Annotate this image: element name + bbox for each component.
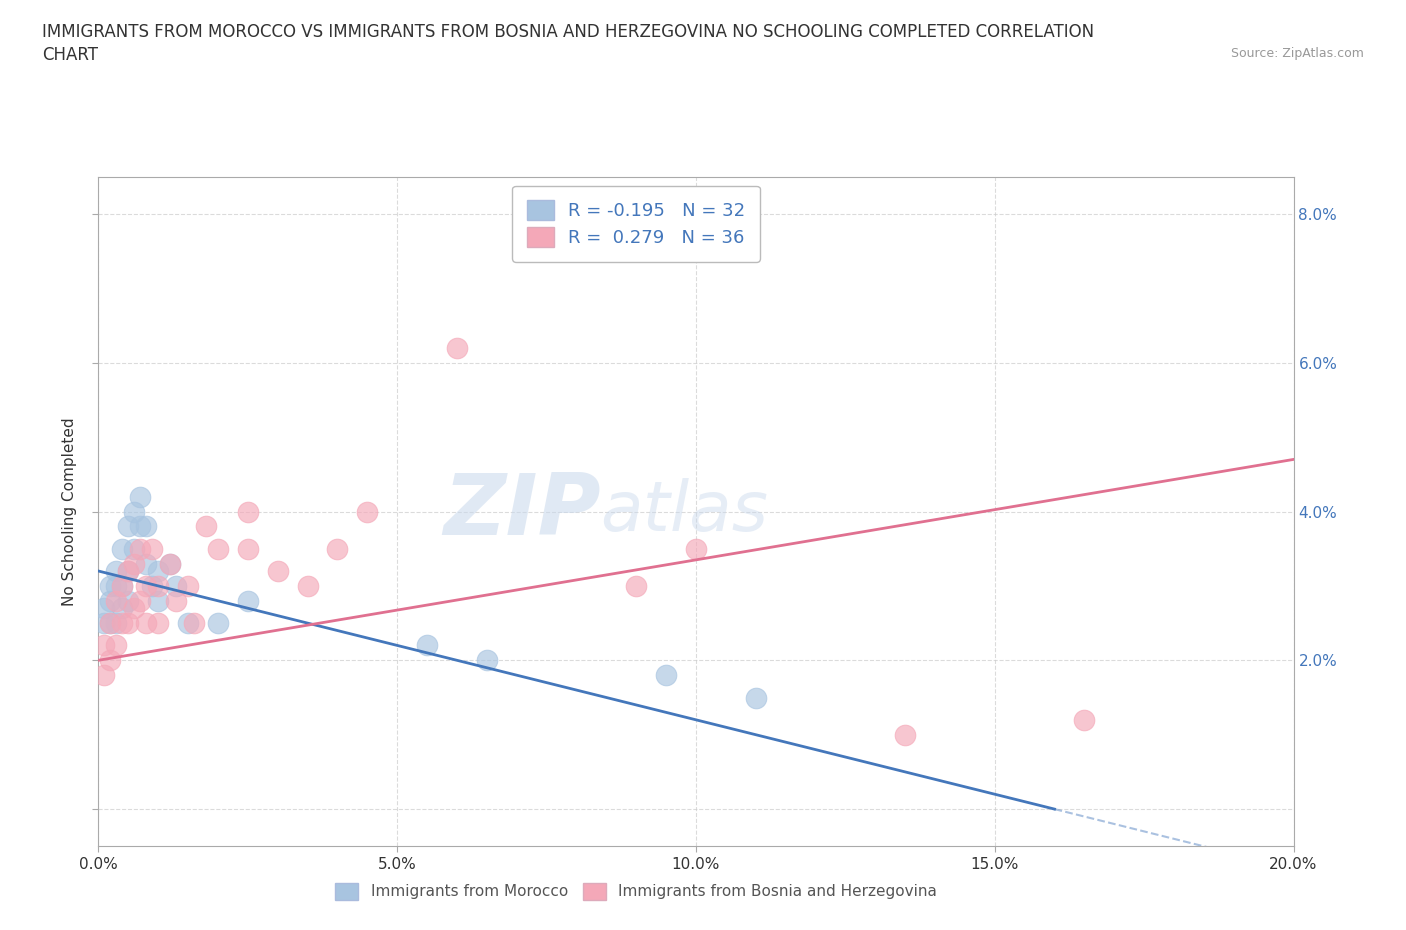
Point [129,489,152,504]
Point [297,578,319,593]
Point [416,638,439,653]
Point [117,519,139,534]
Point [100,578,122,593]
Point [111,541,134,556]
Point [141,541,163,556]
Point [124,541,146,556]
Point [236,593,259,608]
Point [93,668,115,683]
Point [105,593,128,608]
Point [111,601,134,616]
Point [177,578,200,593]
Point [135,616,157,631]
Point [356,504,378,519]
Point [148,578,170,593]
Point [159,556,181,571]
Point [105,578,128,593]
Point [117,564,139,578]
Point [93,616,115,631]
Point [105,638,128,653]
Text: IMMIGRANTS FROM MOROCCO VS IMMIGRANTS FROM BOSNIA AND HERZEGOVINA NO SCHOOLING C: IMMIGRANTS FROM MOROCCO VS IMMIGRANTS FR… [42,23,1094,41]
Point [117,564,139,578]
Point [111,616,134,631]
Point [117,593,139,608]
Point [135,519,157,534]
Point [195,519,218,534]
Point [124,504,146,519]
Legend: Immigrants from Morocco, Immigrants from Bosnia and Herzegovina: Immigrants from Morocco, Immigrants from… [329,877,943,906]
Point [148,564,170,578]
Point [446,340,468,355]
Point [105,616,128,631]
Point [159,556,181,571]
Y-axis label: No Schooling Completed: No Schooling Completed [62,418,77,605]
Point [148,593,170,608]
Point [267,564,290,578]
Point [745,690,768,705]
Point [141,578,163,593]
Point [626,578,648,593]
Point [135,578,157,593]
Point [117,616,139,631]
Point [124,601,146,616]
Point [326,541,349,556]
Point [475,653,498,668]
Text: ZIP: ZIP [443,470,600,553]
Point [105,564,128,578]
Point [148,616,170,631]
Point [100,593,122,608]
Point [93,601,115,616]
Point [111,578,134,593]
Point [1073,712,1095,727]
Point [183,616,205,631]
Text: Source: ZipAtlas.com: Source: ZipAtlas.com [1230,46,1364,60]
Point [894,727,917,742]
Point [685,541,707,556]
Point [165,578,187,593]
Point [236,541,259,556]
Point [100,653,122,668]
Text: atlas: atlas [600,478,768,545]
Point [165,593,187,608]
Point [177,616,200,631]
Point [129,519,152,534]
Point [207,616,229,631]
Point [207,541,229,556]
Text: CHART: CHART [42,46,98,64]
Point [93,638,115,653]
Point [100,616,122,631]
Point [111,578,134,593]
Point [129,541,152,556]
Point [124,556,146,571]
Point [100,616,122,631]
Point [129,593,152,608]
Point [655,668,678,683]
Point [236,504,259,519]
Point [135,556,157,571]
